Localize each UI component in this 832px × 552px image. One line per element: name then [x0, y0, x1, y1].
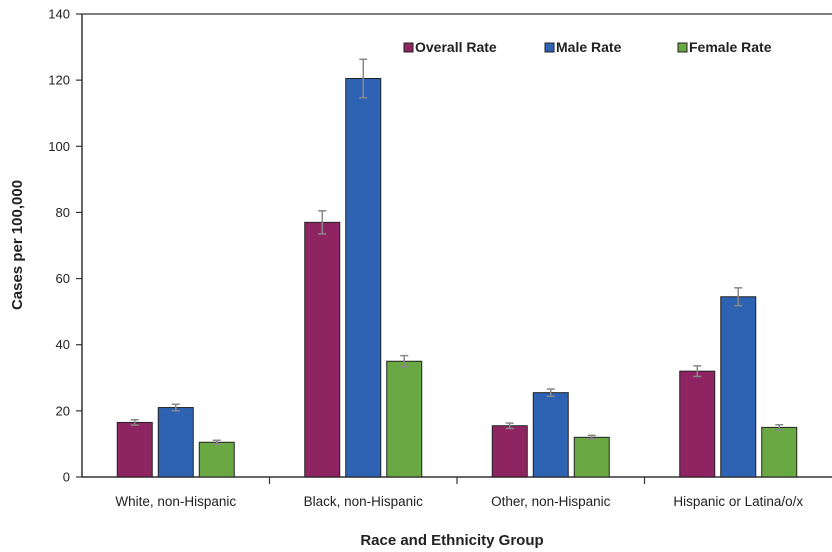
legend-swatch [677, 42, 688, 53]
legend-label: Female Rate [689, 39, 772, 55]
x-category-label: White, non-Hispanic [115, 494, 236, 509]
legend-swatch [403, 42, 414, 53]
y-tick-label: 100 [48, 139, 70, 154]
y-tick-label: 80 [56, 205, 70, 220]
legend-label: Male Rate [556, 39, 622, 55]
x-category-label: Black, non-Hispanic [304, 494, 424, 509]
y-tick-label: 120 [48, 73, 70, 88]
bar [157, 407, 194, 478]
legend-swatch [544, 42, 555, 53]
y-tick-label: 40 [56, 337, 70, 352]
bar [386, 360, 423, 478]
bar [116, 421, 153, 478]
bar [198, 441, 235, 478]
y-axis-title: Cases per 100,000 [9, 180, 26, 310]
bar [491, 425, 528, 478]
y-tick-label: 140 [48, 7, 70, 22]
y-tick-label: 0 [63, 470, 70, 485]
bar [761, 426, 798, 478]
plot-area: 0 20 40 60 80 100 120 140 White, non-Hispanic Bla… [48, 7, 832, 509]
x-axis-title: Race and Ethnicity Group [360, 532, 543, 549]
bar [720, 296, 757, 478]
y-tick-label: 60 [56, 271, 70, 286]
legend-label: Overall Rate [415, 39, 497, 55]
x-category-label: Other, non-Hispanic [491, 494, 611, 509]
bar [304, 221, 341, 478]
bar [573, 436, 610, 478]
legend: Overall Rate Male Rate Female Rate [403, 39, 772, 55]
x-category-label: Hispanic or Latina/o/x [673, 494, 803, 509]
y-tick-label: 20 [56, 403, 70, 418]
bar [679, 370, 716, 478]
bar [345, 77, 382, 478]
bar [532, 392, 569, 478]
